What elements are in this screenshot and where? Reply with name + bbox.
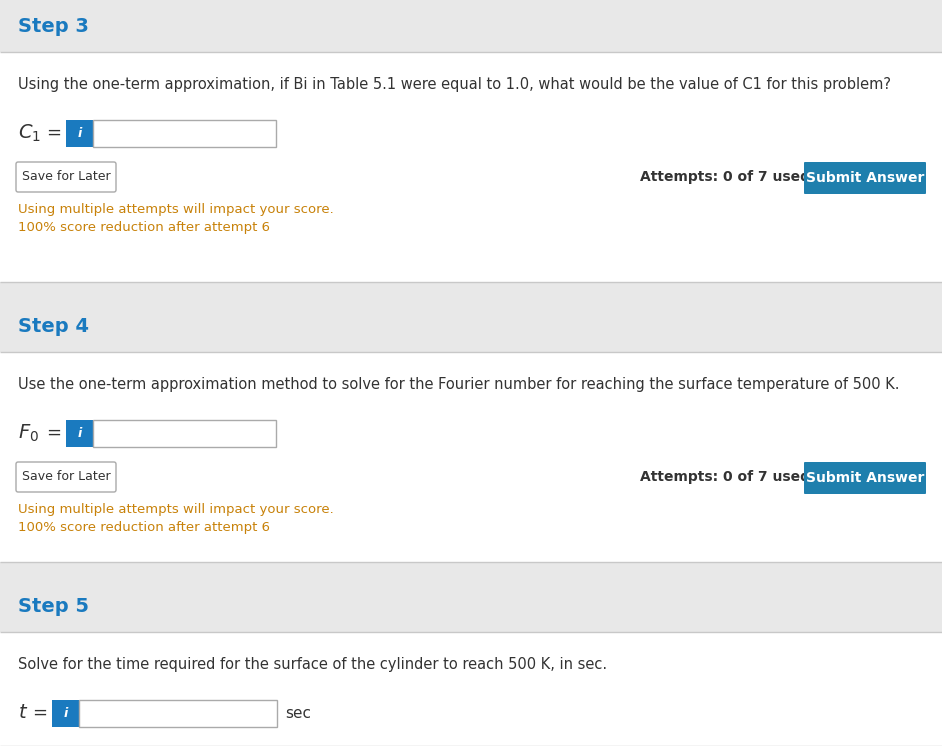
Text: Save for Later: Save for Later [22, 471, 110, 483]
Text: =: = [46, 424, 61, 442]
Text: Using multiple attempts will impact your score.: Using multiple attempts will impact your… [18, 204, 333, 216]
Bar [0, 52, 942, 282]
Bar [0, 580, 942, 632]
Text: i: i [77, 127, 82, 140]
Bar [0, 352, 942, 562]
Bar [66, 120, 93, 147]
Text: Attempts: 0 of 7 used: Attempts: 0 of 7 used [640, 470, 810, 484]
Text: i: i [77, 427, 82, 440]
Bar [0, 300, 942, 352]
Text: 100% score reduction after attempt 6: 100% score reduction after attempt 6 [18, 521, 270, 534]
FancyBboxPatch shape [16, 162, 116, 192]
Bar [52, 700, 79, 727]
Text: Submit Answer: Submit Answer [805, 171, 924, 185]
Bar [0, 282, 942, 300]
Text: =: = [46, 124, 61, 142]
Bar [0, 562, 942, 580]
Text: Attempts: 0 of 7 used: Attempts: 0 of 7 used [640, 170, 810, 184]
Text: Use the one-term approximation method to solve for the Fourier number for reachi: Use the one-term approximation method to… [18, 377, 900, 392]
Text: sec: sec [285, 706, 311, 721]
Bar [93, 420, 276, 447]
Text: Save for Later: Save for Later [22, 171, 110, 184]
FancyBboxPatch shape [804, 162, 926, 194]
FancyBboxPatch shape [804, 462, 926, 494]
Text: $\mathit{F}_0$: $\mathit{F}_0$ [18, 422, 39, 444]
Text: Submit Answer: Submit Answer [805, 471, 924, 485]
Bar [0, 0, 942, 52]
Text: i: i [63, 707, 68, 720]
Text: 100% score reduction after attempt 6: 100% score reduction after attempt 6 [18, 222, 270, 234]
Text: Step 3: Step 3 [18, 17, 89, 37]
Bar [79, 700, 277, 727]
Text: Step 4: Step 4 [18, 318, 89, 336]
Text: =: = [32, 704, 47, 722]
Text: Using the one-term approximation, if Bi in Table 5.1 were equal to 1.0, what wou: Using the one-term approximation, if Bi … [18, 77, 891, 92]
Text: Step 5: Step 5 [18, 598, 89, 616]
Text: Using multiple attempts will impact your score.: Using multiple attempts will impact your… [18, 504, 333, 516]
Bar [93, 120, 276, 147]
Text: $C_1$: $C_1$ [18, 122, 41, 144]
Bar [0, 632, 942, 746]
FancyBboxPatch shape [16, 462, 116, 492]
Bar [66, 420, 93, 447]
Text: Solve for the time required for the surface of the cylinder to reach 500 K, in s: Solve for the time required for the surf… [18, 656, 608, 671]
Text: $t$: $t$ [18, 703, 28, 722]
